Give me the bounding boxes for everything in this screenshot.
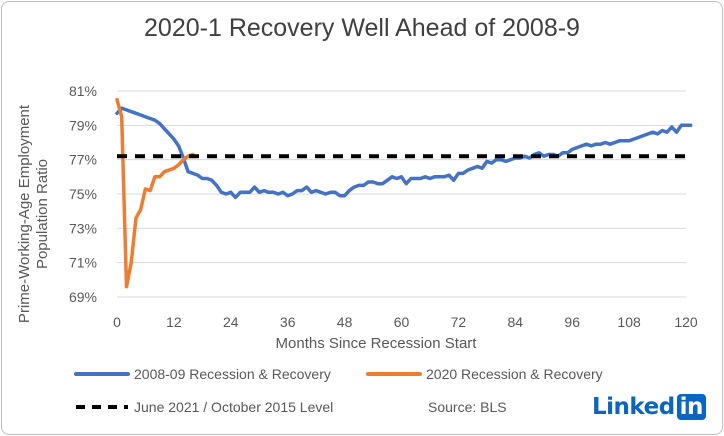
y-axis-tick-labels: 69% 71% 73% 75% 77% 79% 81% — [69, 83, 97, 305]
x-tick-label: 48 — [337, 314, 353, 330]
x-tick-label: 36 — [280, 314, 296, 330]
series-line-0 — [115, 106, 693, 200]
linkedin-logo-in-box: in — [676, 394, 706, 420]
y-tick-label: 75% — [69, 186, 97, 202]
chart-title: 2020-1 Recovery Well Ahead of 2008-9 — [144, 14, 580, 42]
y-tick-label: 79% — [69, 117, 97, 133]
legend-label-2008: 2008-09 Recession & Recovery — [134, 366, 331, 382]
y-tick-label: 71% — [69, 255, 97, 271]
y-tick-label: 81% — [69, 83, 97, 99]
x-tick-label: 12 — [166, 314, 182, 330]
source-annotation: Source: BLS — [428, 399, 507, 415]
legend-label-level: June 2021 / October 2015 Level — [134, 399, 334, 415]
x-tick-label: 96 — [564, 314, 580, 330]
x-tick-label: 72 — [451, 314, 467, 330]
legend-swatch-2020 — [366, 372, 422, 376]
linkedin-logo: Linked in — [592, 394, 706, 420]
x-axis-tick-labels: 0 12 24 36 48 60 72 84 96 108 120 — [113, 314, 698, 330]
linkedin-logo-text: Linked — [592, 394, 675, 420]
x-tick-label: 84 — [508, 314, 524, 330]
series-lines — [115, 97, 693, 289]
x-tick-label: 60 — [394, 314, 410, 330]
y-tick-label: 73% — [69, 220, 97, 236]
y-tick-label: 69% — [69, 289, 97, 305]
x-tick-label: 120 — [674, 314, 698, 330]
x-tick-label: 0 — [113, 314, 121, 330]
grid-lines — [117, 90, 686, 298]
x-tick-label: 108 — [617, 314, 641, 330]
series-line-1 — [115, 97, 195, 289]
x-axis-label: Months Since Recession Start — [275, 335, 477, 352]
x-tick-label: 24 — [223, 314, 239, 330]
y-tick-label: 77% — [69, 152, 97, 168]
legend-swatch-level — [76, 405, 128, 409]
legend-swatch-2008 — [74, 372, 130, 376]
legend-label-2020: 2020 Recession & Recovery — [426, 366, 603, 382]
